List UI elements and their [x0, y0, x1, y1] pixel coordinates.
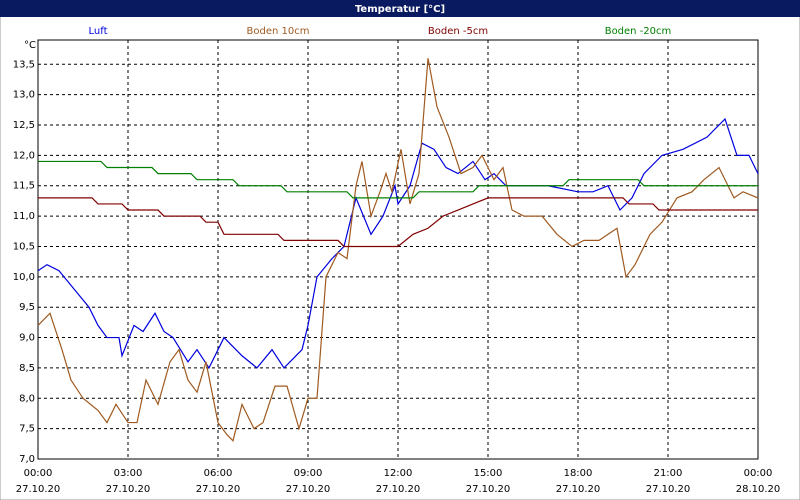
x-tick-date: 27.10.20: [106, 484, 151, 495]
series-line: [37, 58, 759, 442]
y-tick-label: 10,5: [13, 241, 35, 252]
chart-title: Temperatur [°C]: [355, 4, 445, 15]
y-tick-label: 7,5: [19, 424, 35, 435]
title-bar: [0, 0, 800, 17]
x-tick-date: 27.10.20: [16, 484, 61, 495]
y-tick-label: 8,5: [19, 363, 35, 374]
x-tick-label: 00:00: [24, 468, 53, 479]
y-tick-label: 13,0: [13, 90, 35, 101]
y-tick-label: 9,0: [19, 333, 35, 344]
x-tick-label: 00:00: [744, 468, 773, 479]
x-tick-label: 09:00: [294, 468, 323, 479]
x-tick-date: 28.10.20: [736, 484, 781, 495]
x-tick-label: 21:00: [654, 468, 683, 479]
y-tick-label: 9,5: [19, 302, 35, 313]
x-tick-date: 27.10.20: [196, 484, 241, 495]
x-tick-date: 27.10.20: [286, 484, 331, 495]
y-tick-label: 11,0: [13, 211, 35, 222]
x-tick-date: 27.10.20: [646, 484, 691, 495]
y-tick-label: 7,0: [19, 454, 35, 465]
y-unit: °C: [24, 40, 36, 51]
x-tick-date: 27.10.20: [556, 484, 601, 495]
x-tick-label: 18:00: [564, 468, 593, 479]
x-tick-label: 12:00: [384, 468, 413, 479]
series-line: [37, 117, 759, 370]
x-tick-label: 06:00: [204, 468, 233, 479]
legend-label: Boden -5cm: [428, 26, 488, 37]
legend-label: Boden -20cm: [605, 26, 672, 37]
legend-label: Boden 10cm: [247, 26, 310, 37]
x-tick-date: 27.10.20: [466, 484, 511, 495]
series-line: [38, 197, 758, 248]
x-tick-label: 15:00: [474, 468, 503, 479]
y-tick-label: 12,0: [13, 150, 35, 161]
y-tick-label: 13,5: [13, 59, 35, 70]
y-tick-label: 8,0: [19, 393, 35, 404]
series-line: [38, 160, 758, 199]
y-tick-label: 12,5: [13, 120, 35, 131]
y-tick-label: 11,5: [13, 181, 35, 192]
x-tick-date: 27.10.20: [376, 484, 421, 495]
legend-label: Luft: [89, 26, 108, 37]
plot-frame: [37, 39, 759, 460]
y-tick-label: 10,0: [13, 272, 35, 283]
x-tick-label: 03:00: [114, 468, 143, 479]
